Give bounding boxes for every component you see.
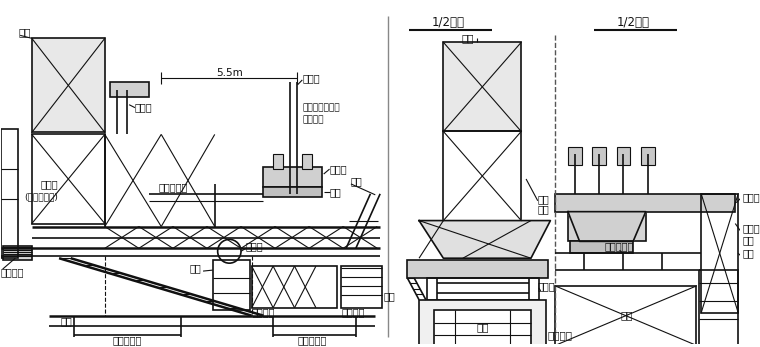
Bar [434,310,531,347]
Bar [443,42,521,132]
Bar [32,38,105,133]
Text: 前支承横架: 前支承横架 [297,336,327,345]
Polygon shape [568,212,646,242]
Bar [109,82,149,97]
Bar [641,147,654,165]
Text: 底模: 底模 [620,311,632,321]
Text: 悬吊侧横梁: 悬吊侧横梁 [158,182,188,192]
Bar [1,129,18,258]
Text: 手平台）: 手平台） [302,115,324,124]
Text: 锚固: 锚固 [538,194,549,204]
Bar [302,154,312,169]
Text: 前长架（附脚手: 前长架（附脚手 [302,103,340,112]
Bar [273,154,283,169]
Text: 斜梯: 斜梯 [384,291,396,301]
Bar [252,266,337,308]
Text: 前短架: 前短架 [330,164,347,174]
Text: 吊架: 吊架 [351,176,363,186]
Text: 后支承横架: 后支承横架 [112,336,142,345]
Text: 垫座: 垫座 [742,235,754,245]
Bar [419,300,546,347]
Bar [264,187,321,197]
Bar [616,147,630,165]
Bar [570,242,633,253]
Text: 垫座: 垫座 [330,187,341,197]
Text: 前长架: 前长架 [742,192,760,202]
Bar [592,147,606,165]
Bar [341,266,382,308]
Bar [699,270,738,347]
Text: 侧模: 侧模 [189,263,201,273]
Text: 走行轮: 走行轮 [246,241,264,251]
Text: 后轮架: 后轮架 [538,281,556,291]
Polygon shape [419,221,550,258]
Text: 底模平台: 底模平台 [252,307,275,317]
Text: 1/2前视: 1/2前视 [616,16,650,29]
Text: 张拉平台: 张拉平台 [341,307,365,317]
Bar [213,260,250,310]
Text: 前吊杆: 前吊杆 [302,73,320,83]
Text: 底模平台: 底模平台 [548,330,572,340]
Bar [568,212,646,242]
Text: 5.5m: 5.5m [216,68,242,78]
Text: 后长架: 后长架 [40,179,59,189]
Bar [264,167,321,187]
Bar [32,134,105,223]
Bar [556,194,735,212]
Text: 1/2后视: 1/2后视 [432,16,465,29]
Bar [443,132,521,221]
Text: 侧模: 侧模 [742,248,754,258]
Bar [407,260,549,278]
Text: 后吊杆: 后吊杆 [135,103,153,113]
Bar [556,286,696,345]
Bar [2,246,32,260]
Bar [568,147,581,165]
Text: 吊架及横联: 吊架及横联 [605,241,634,251]
Text: 前短架: 前短架 [742,223,760,234]
Text: 结构: 结构 [538,204,549,214]
Text: (附脚手平台): (附脚手平台) [24,192,59,201]
Bar [427,278,539,300]
Text: 压重: 压重 [18,27,30,37]
Bar [701,194,738,313]
Text: 斜梯: 斜梯 [61,316,73,327]
Text: 内模: 内模 [476,323,489,332]
Text: 锚固结构: 锚固结构 [1,267,24,277]
Text: 压重: 压重 [461,33,474,43]
